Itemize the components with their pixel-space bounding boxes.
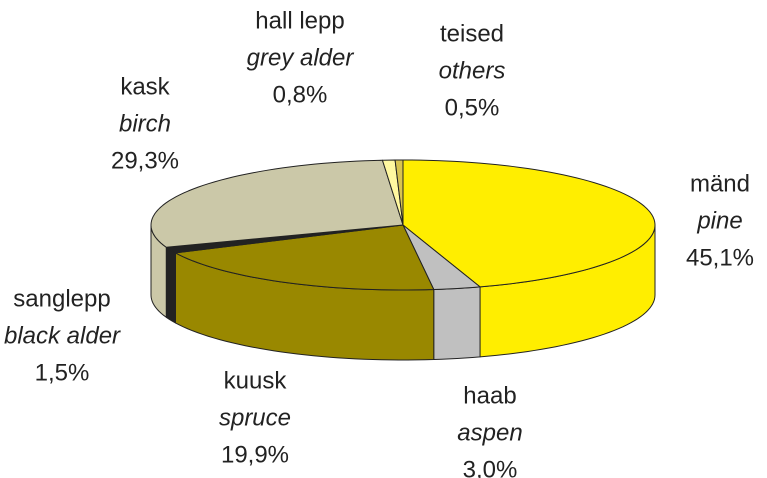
slice-label: sanglepp (13, 285, 110, 312)
slice-english-label: grey alder (247, 44, 355, 71)
pie-slice (402, 159, 656, 288)
slice-value-label: 19,9% (221, 441, 289, 468)
slice-value-label: 0,5% (445, 94, 500, 121)
slice-english-label: pine (696, 207, 742, 234)
slice-english-label: birch (119, 110, 171, 137)
slice-english-label: others (439, 57, 506, 84)
slice-label: haab (463, 382, 516, 409)
slice-english-label: black alder (4, 322, 121, 349)
slice-label: kask (120, 73, 170, 100)
slice-label: kuusk (224, 367, 288, 394)
slice-value-label: 45,1% (686, 244, 754, 271)
slice-value-label: 0,8% (273, 81, 328, 108)
slice-english-label: spruce (219, 404, 291, 431)
pie-side (433, 286, 481, 361)
slice-label: teised (440, 20, 504, 47)
pie-side (165, 246, 176, 324)
slice-value-label: 3,0% (463, 456, 518, 478)
slice-label: mänd (690, 170, 750, 197)
pie-slice (394, 159, 404, 226)
slice-label: hall lepp (255, 7, 344, 34)
slice-english-label: aspen (457, 419, 522, 446)
slice-value-label: 29,3% (111, 147, 179, 174)
pie-slice (174, 224, 435, 291)
pie-slice (150, 159, 404, 248)
pie-slice (402, 224, 481, 291)
slice-value-label: 1,5% (35, 359, 90, 386)
